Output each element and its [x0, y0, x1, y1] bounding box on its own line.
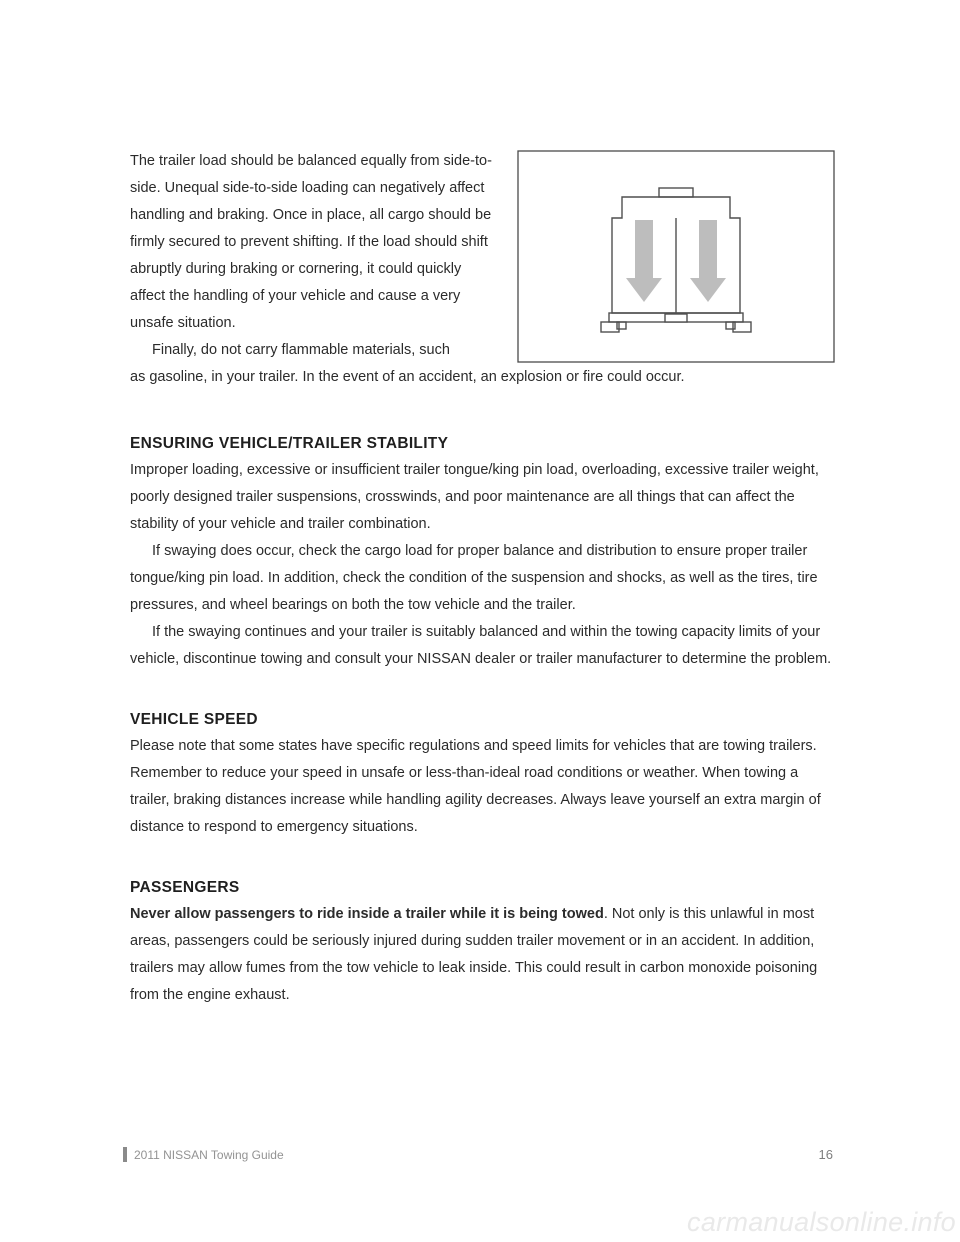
spacer — [130, 673, 835, 711]
intro-block: The trailer load should be balanced equa… — [130, 148, 835, 364]
spacer — [130, 841, 835, 879]
trailer-rear-figure — [517, 150, 835, 363]
watermark: carmanualsonline.info — [687, 1207, 956, 1238]
intro-paragraph-2a: Finally, do not carry flammable material… — [130, 337, 495, 364]
intro-paragraph-2b: as gasoline, in your trailer. In the eve… — [130, 364, 835, 391]
footer-accent-bar — [123, 1147, 127, 1162]
intro-left-column: The trailer load should be balanced equa… — [130, 148, 495, 364]
heading-speed: VEHICLE SPEED — [130, 711, 835, 729]
page-footer: 2011 NISSAN Towing Guide 16 — [123, 1147, 833, 1162]
speed-p1: Please note that some states have specif… — [130, 733, 835, 841]
page-number: 16 — [819, 1147, 833, 1162]
footer-text: 2011 NISSAN Towing Guide — [134, 1148, 819, 1162]
heading-passengers: PASSENGERS — [130, 879, 835, 897]
intro-paragraph-1: The trailer load should be balanced equa… — [130, 148, 495, 337]
stability-p1: Improper loading, excessive or insuffici… — [130, 457, 835, 538]
stability-p3: If the swaying continues and your traile… — [130, 619, 835, 673]
passengers-p1: Never allow passengers to ride inside a … — [130, 901, 835, 1009]
stability-p2: If swaying does occur, check the cargo l… — [130, 538, 835, 619]
page-content: The trailer load should be balanced equa… — [130, 148, 835, 1009]
heading-stability: ENSURING VEHICLE/TRAILER STABILITY — [130, 435, 835, 453]
spacer — [130, 391, 835, 435]
passengers-lead-bold: Never allow passengers to ride inside a … — [130, 906, 604, 922]
